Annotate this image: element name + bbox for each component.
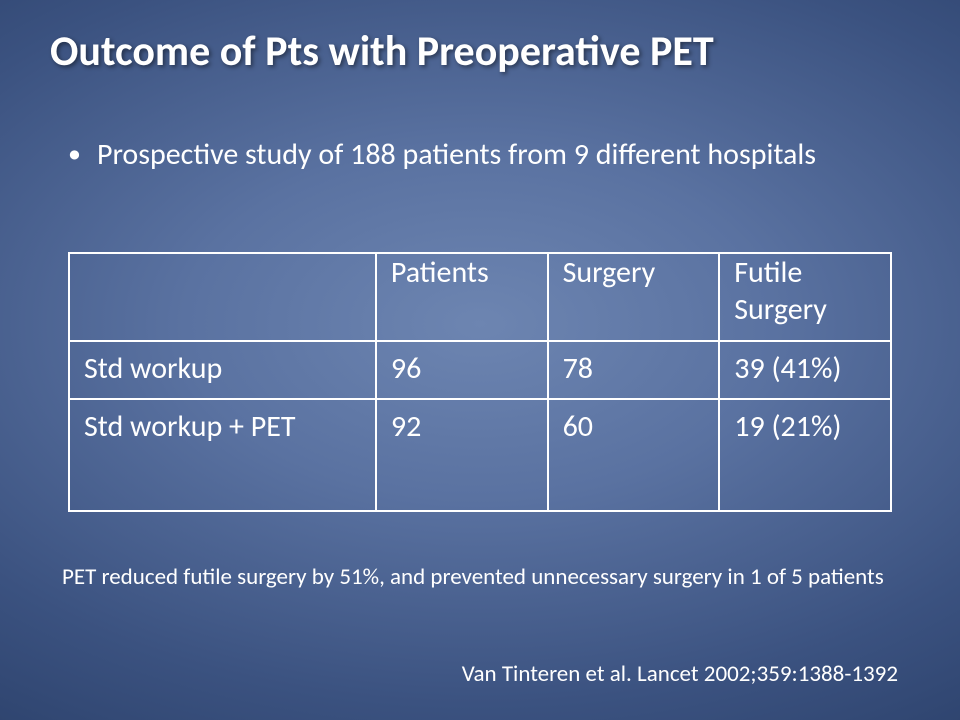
bullet-item: • Prospective study of 188 patients from…: [68, 136, 816, 174]
citation-text: Van Tinteren et al. Lancet 2002;359:1388…: [462, 660, 898, 688]
table-cell: 78: [548, 341, 720, 399]
table-cell: 19 (21%): [719, 399, 891, 511]
table-header-cell: Futile Surgery: [719, 253, 891, 341]
table-header-row: Patients Surgery Futile Surgery: [69, 253, 891, 341]
table-row: Std workup 96 78 39 (41%): [69, 341, 891, 399]
table-header-cell: [69, 253, 376, 341]
results-table: Patients Surgery Futile Surgery Std work…: [68, 252, 892, 512]
table-cell: 92: [376, 399, 548, 511]
table-cell: 96: [376, 341, 548, 399]
slide-title: Outcome of Pts with Preoperative PET: [50, 26, 714, 77]
bullet-dot-icon: •: [68, 136, 81, 170]
table-row: Std workup + PET 92 60 19 (21%): [69, 399, 891, 511]
table-header-cell: Patients: [376, 253, 548, 341]
bullet-text: Prospective study of 188 patients from 9…: [97, 136, 816, 174]
footnote-text: PET reduced futile surgery by 51%, and p…: [62, 562, 902, 592]
table-cell: 60: [548, 399, 720, 511]
table-header-cell: Surgery: [548, 253, 720, 341]
table-cell: Std workup: [69, 341, 376, 399]
table-cell: 39 (41%): [719, 341, 891, 399]
table-cell: Std workup + PET: [69, 399, 376, 511]
